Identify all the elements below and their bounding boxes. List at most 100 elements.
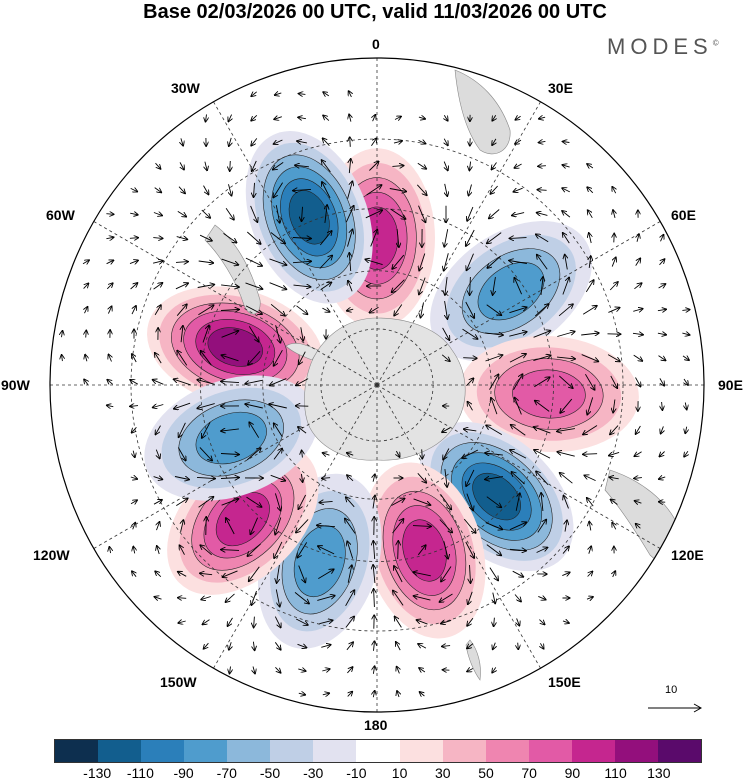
wind-vector — [585, 373, 594, 390]
anomaly-contour — [512, 369, 586, 419]
wind-vector — [659, 451, 665, 457]
wind-vector — [154, 187, 162, 193]
wind-vector — [514, 278, 523, 295]
wind-vector — [515, 398, 522, 415]
map-disk-outline — [49, 57, 705, 713]
wind-vector — [392, 519, 404, 534]
wind-vector — [536, 471, 549, 486]
wind-vector — [247, 543, 261, 556]
wind-vector — [221, 429, 239, 431]
wind-vector — [374, 641, 375, 651]
wind-vector — [418, 117, 425, 119]
meridian-line — [93, 221, 378, 386]
wind-vector — [347, 181, 353, 199]
wind-vector — [298, 117, 306, 118]
wind-vector — [610, 425, 619, 435]
wind-vector — [558, 304, 573, 317]
wind-vector — [252, 160, 257, 171]
wind-vector — [565, 255, 568, 270]
wind-vector — [419, 277, 426, 295]
wind-vector — [421, 302, 424, 317]
wind-vector — [418, 205, 426, 223]
wind-vector — [275, 205, 279, 223]
wind-vector — [422, 449, 423, 458]
wind-vector — [245, 379, 263, 384]
wind-vector — [636, 425, 641, 434]
wind-vector — [486, 425, 503, 435]
wind-vector — [509, 307, 526, 314]
wind-vector — [632, 333, 643, 334]
wind-vector — [298, 494, 307, 509]
wind-vector — [296, 378, 309, 386]
wind-vector — [682, 310, 689, 311]
wind-vector — [661, 426, 664, 433]
positive-anomaly-center — [459, 335, 639, 453]
wind-vector — [563, 142, 570, 143]
wind-vector — [534, 377, 549, 388]
colorbar — [54, 739, 702, 763]
wind-vector — [560, 473, 573, 484]
wind-vector — [370, 306, 379, 312]
wind-vector — [155, 571, 162, 578]
wind-vector — [252, 590, 257, 605]
wind-vector — [660, 378, 664, 385]
wind-vector — [467, 617, 474, 626]
wind-vector — [109, 547, 110, 554]
wind-vector — [509, 261, 527, 264]
meridian-line — [93, 384, 378, 549]
wind-vector — [373, 541, 374, 560]
wind-vector — [199, 234, 212, 241]
wind-vector — [466, 493, 473, 511]
reference-vector-arrow — [648, 703, 703, 713]
wind-vector — [394, 304, 403, 316]
wind-vector — [133, 450, 135, 458]
lon-label-60e: 60E — [671, 207, 696, 223]
wind-vector — [322, 160, 331, 173]
wind-vector — [274, 139, 283, 144]
wind-vector — [251, 114, 258, 120]
wind-vector — [658, 284, 666, 288]
wind-vector — [245, 257, 262, 266]
wind-vector — [107, 380, 113, 385]
colorbar-swatch — [614, 740, 658, 762]
wind-vector — [301, 327, 303, 340]
wind-vector — [270, 378, 287, 386]
lon-label-60w: 60W — [46, 207, 75, 223]
wind-vector — [345, 590, 355, 607]
wind-vector — [180, 545, 185, 555]
wind-vector — [106, 214, 113, 215]
wind-vector — [512, 570, 524, 577]
wind-vector — [221, 258, 239, 265]
wind-vector — [228, 114, 231, 122]
wind-vector — [633, 354, 643, 361]
colorbar-tick-label: -10 — [346, 765, 367, 781]
wind-vector — [297, 141, 307, 143]
wind-vector — [295, 165, 309, 167]
wind-vector — [562, 165, 570, 167]
wind-vector — [635, 377, 641, 387]
wind-vector — [442, 327, 450, 340]
wind-vector — [582, 306, 597, 315]
wind-vector — [412, 526, 431, 527]
wind-vector — [199, 447, 212, 460]
wind-vector — [345, 617, 354, 628]
wind-vector — [323, 453, 330, 455]
lon-label-120e: 120E — [671, 547, 704, 563]
wind-vector — [556, 357, 575, 359]
colorbar-tick-label: -70 — [216, 765, 237, 781]
wind-vector — [537, 213, 548, 216]
wind-vector — [512, 213, 525, 216]
wind-vector — [489, 374, 499, 390]
wind-vector — [589, 256, 591, 268]
wind-vector — [275, 325, 281, 342]
new-zealand — [465, 639, 481, 681]
wind-vector — [249, 422, 260, 438]
africa-tip — [454, 69, 511, 155]
wind-vector — [221, 331, 239, 338]
wind-vector — [589, 233, 591, 244]
wind-vector — [130, 500, 137, 504]
wind-vector — [492, 162, 497, 170]
wind-vector — [225, 208, 234, 219]
wind-vector — [203, 185, 209, 195]
